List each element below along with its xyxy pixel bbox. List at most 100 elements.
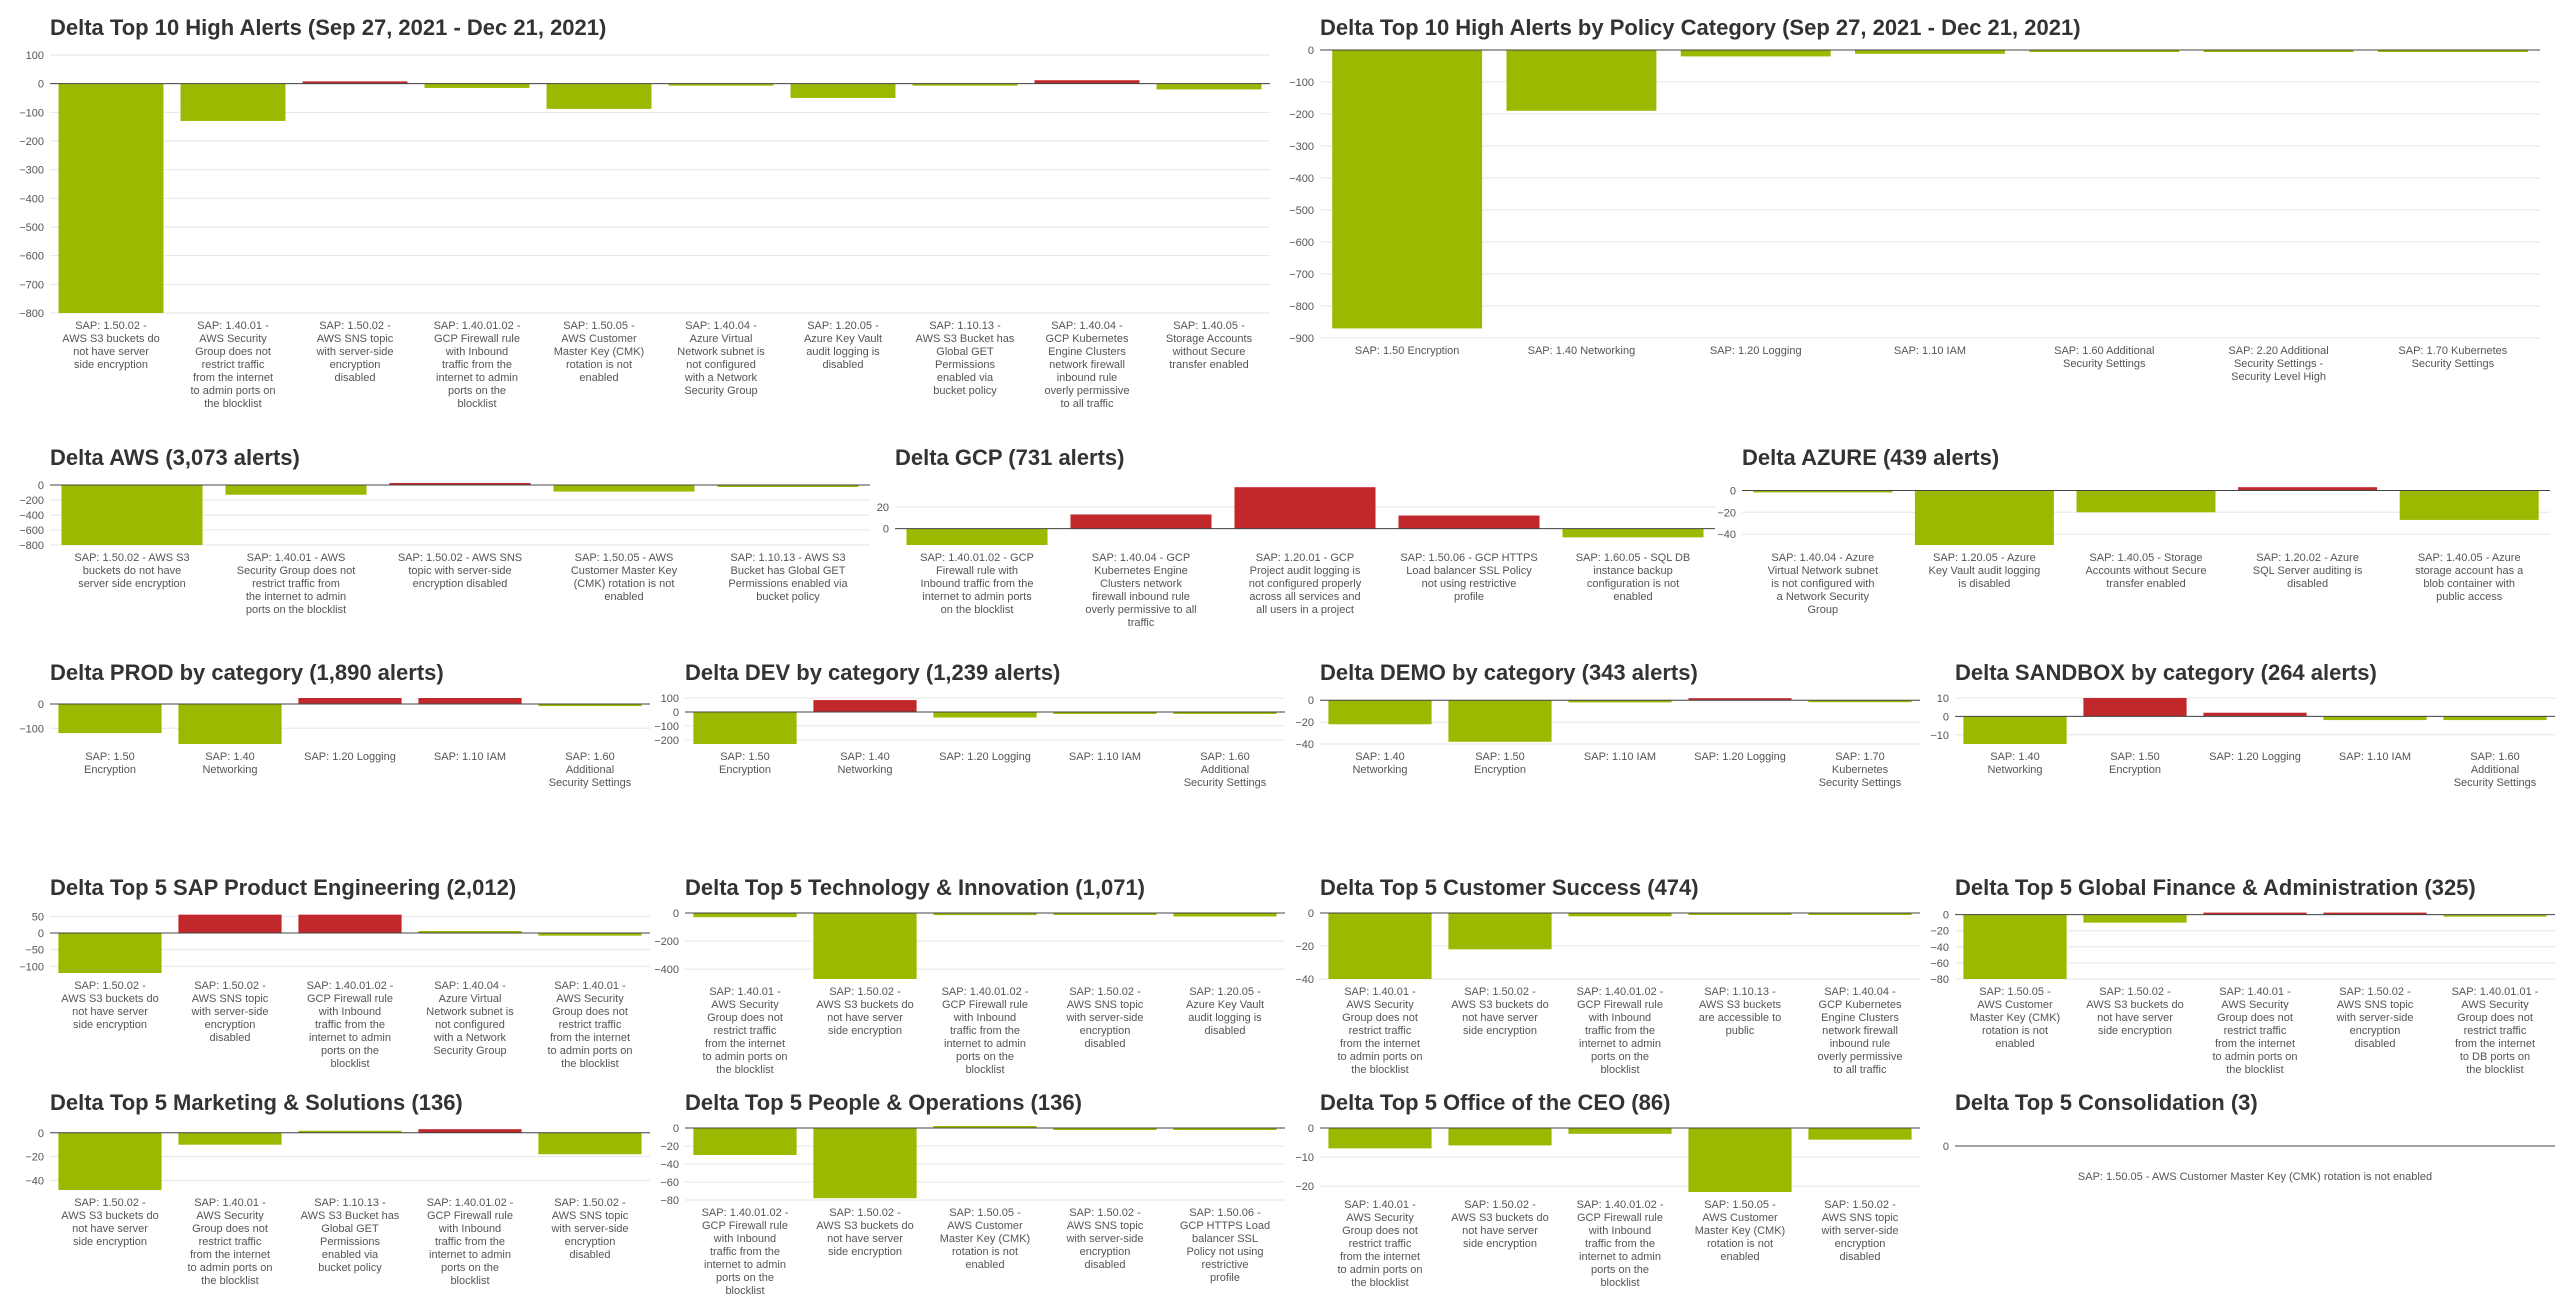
chart-title: Delta Top 5 Customer Success (474): [1320, 875, 1699, 900]
bar[interactable]: [1914, 490, 2054, 545]
bar[interactable]: [61, 485, 203, 545]
bar[interactable]: [2083, 698, 2187, 717]
bar[interactable]: [1688, 1128, 1792, 1192]
x-tick-label: SAP: 1.50.02 -AWS SNS topic with server-s…: [315, 320, 393, 384]
bar[interactable]: [1234, 487, 1376, 529]
bar[interactable]: [1855, 50, 2005, 54]
bar[interactable]: [1688, 698, 1792, 701]
bar[interactable]: [1070, 514, 1212, 529]
bar[interactable]: [389, 483, 531, 485]
bar[interactable]: [813, 913, 917, 979]
bar[interactable]: [1753, 490, 1893, 493]
bar[interactable]: [418, 698, 522, 705]
x-tick-label: SAP: 1.50.02 -AWS SNS topic with server-s…: [1065, 986, 1143, 1050]
bar[interactable]: [2076, 490, 2216, 513]
bar[interactable]: [1808, 700, 1912, 703]
chart-title: Delta Top 5 Marketing & Solutions (136): [50, 1090, 463, 1115]
bar[interactable]: [813, 1128, 917, 1199]
x-tick-label: SAP: 1.10.13 -AWS S3 Bucket has Global GE…: [916, 320, 1015, 397]
x-tick-label: SAP: 1.60.05 - SQL DB instance backup conf…: [1576, 552, 1691, 603]
bar[interactable]: [553, 485, 695, 492]
bar[interactable]: [1568, 913, 1672, 917]
bar[interactable]: [58, 933, 162, 973]
bar[interactable]: [1053, 913, 1157, 915]
bar[interactable]: [912, 83, 1018, 86]
bar[interactable]: [933, 913, 1037, 916]
bar[interactable]: [58, 83, 164, 313]
bar[interactable]: [178, 704, 282, 744]
bar[interactable]: [668, 83, 774, 86]
bar[interactable]: [1173, 1128, 1277, 1130]
bar[interactable]: [538, 704, 642, 707]
bar[interactable]: [178, 1132, 282, 1145]
bar[interactable]: [546, 83, 652, 109]
x-tick-label: SAP: 1.40.04 - Azure Virtual Network subn…: [1768, 552, 1878, 616]
bar[interactable]: [1808, 913, 1912, 915]
bar[interactable]: [1173, 913, 1277, 917]
bar[interactable]: [1173, 711, 1277, 714]
bar[interactable]: [1332, 50, 1483, 329]
bar[interactable]: [298, 1130, 402, 1133]
bar[interactable]: [2323, 912, 2427, 915]
bar[interactable]: [1568, 700, 1672, 703]
bar[interactable]: [424, 83, 530, 88]
x-tick-label: SAP: 2.20 Additional Security Settings -S…: [2228, 345, 2328, 383]
bar[interactable]: [1328, 700, 1432, 725]
bar[interactable]: [1328, 1128, 1432, 1149]
bar[interactable]: [693, 1128, 797, 1155]
bar[interactable]: [2083, 914, 2187, 923]
bar[interactable]: [180, 83, 286, 121]
bar[interactable]: [1328, 913, 1432, 979]
bar[interactable]: [813, 700, 917, 712]
y-tick-label: −20: [1930, 926, 1949, 938]
bar[interactable]: [298, 914, 402, 933]
bar[interactable]: [302, 81, 408, 84]
bar[interactable]: [1053, 711, 1157, 714]
bar[interactable]: [933, 711, 1037, 718]
bar[interactable]: [2238, 487, 2378, 491]
bar[interactable]: [298, 698, 402, 705]
bar[interactable]: [1506, 50, 1657, 111]
bar[interactable]: [418, 1129, 522, 1133]
bar[interactable]: [1562, 528, 1704, 538]
bar[interactable]: [2443, 914, 2547, 917]
bar[interactable]: [2399, 490, 2539, 520]
bar[interactable]: [418, 931, 522, 933]
bar[interactable]: [2323, 716, 2427, 721]
bar[interactable]: [1448, 1128, 1552, 1146]
bar[interactable]: [693, 711, 797, 744]
bar[interactable]: [2443, 716, 2547, 721]
bar[interactable]: [693, 913, 797, 918]
y-tick-label: −60: [660, 1177, 679, 1189]
bar[interactable]: [717, 485, 859, 487]
bar[interactable]: [1034, 80, 1140, 84]
bar[interactable]: [790, 83, 896, 98]
bar[interactable]: [538, 1132, 642, 1155]
bar[interactable]: [58, 704, 162, 734]
bar[interactable]: [1448, 700, 1552, 742]
bar[interactable]: [178, 914, 282, 933]
bar[interactable]: [906, 528, 1048, 545]
bar[interactable]: [1688, 913, 1792, 915]
bar[interactable]: [538, 933, 642, 936]
bar[interactable]: [1963, 716, 2067, 744]
y-tick-label: 50: [32, 911, 44, 923]
bar[interactable]: [1156, 83, 1262, 90]
bar[interactable]: [225, 485, 367, 495]
bar[interactable]: [2203, 50, 2354, 52]
bar[interactable]: [2203, 712, 2307, 717]
bar[interactable]: [2029, 50, 2180, 52]
bar[interactable]: [2203, 912, 2307, 915]
bar[interactable]: [933, 1126, 1037, 1128]
bar[interactable]: [58, 1132, 162, 1190]
bar[interactable]: [1680, 50, 1831, 57]
bars: [693, 1126, 1277, 1199]
bar[interactable]: [1963, 914, 2067, 979]
bar[interactable]: [1808, 1128, 1912, 1140]
bar[interactable]: [1568, 1128, 1672, 1134]
bar[interactable]: [1398, 515, 1540, 529]
bar[interactable]: [1448, 913, 1552, 950]
bar[interactable]: [1053, 1128, 1157, 1130]
x-tick-label: SAP: 1.10 IAM: [1584, 751, 1656, 763]
bar[interactable]: [2377, 50, 2528, 52]
